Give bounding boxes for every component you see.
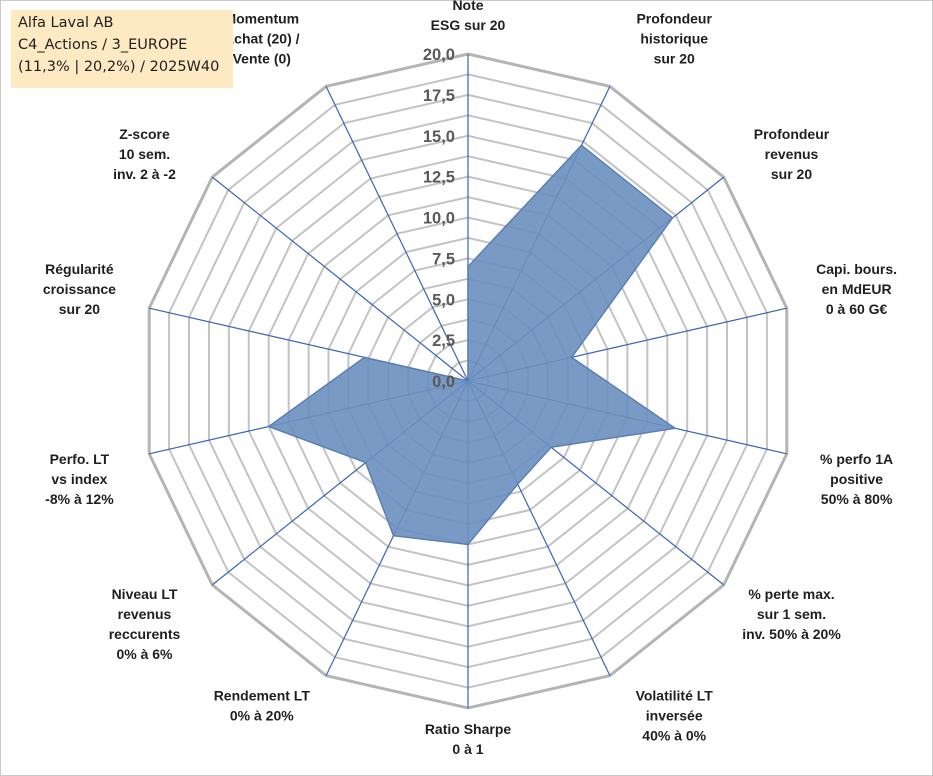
- tick-label: 17,5: [423, 87, 455, 105]
- data-point: [467, 543, 469, 546]
- tick-label: 7,5: [432, 250, 455, 268]
- radar-tick-labels: 0,0 2,5 5,0 7,5 10,0 12,5 15,0 17,5 20,0: [423, 46, 455, 391]
- axis-label: Z-score 10 sem. inv. 2 à -2: [113, 126, 176, 182]
- axis-label: Régularité croissance sur 20: [43, 261, 116, 317]
- tick-label: 12,5: [423, 169, 455, 187]
- axis-label: Perfo. LT vs index -8% à 12%: [45, 451, 114, 507]
- data-point: [364, 461, 367, 464]
- chart-title-box: Alfa Laval AB C4_Actions / 3_EUROPE (11,…: [11, 10, 233, 88]
- data-point: [671, 217, 674, 219]
- axis-label: Niveau LT revenus reccurents 0% à 6%: [109, 586, 181, 662]
- axis-label: Profondeur historique sur 20: [636, 10, 712, 66]
- axis-label: % perfo 1A positive 50% à 80%: [820, 451, 893, 507]
- axis-label: Volatilité LT inversée 40% à 0%: [636, 688, 714, 744]
- title-line-3: (11,3% | 20,2%) / 2025W40: [18, 59, 220, 75]
- data-point: [267, 425, 270, 428]
- data-point: [392, 534, 395, 537]
- tick-label: 10,0: [423, 210, 455, 228]
- radar-series: [267, 144, 678, 546]
- data-point: [516, 483, 519, 485]
- tick-label: 5,0: [432, 291, 455, 309]
- title-line-1: Alfa Laval AB: [18, 15, 114, 31]
- title-line-2: C4_Actions / 3_EUROPE: [18, 37, 188, 53]
- axis-spoke: [211, 176, 469, 382]
- tick-label: 15,0: [423, 128, 455, 146]
- axis-spoke: [325, 86, 469, 382]
- tick-label: 2,5: [432, 332, 455, 350]
- data-point: [674, 427, 676, 430]
- axis-label: Capi. bours. en MdEUR 0 à 60 G€: [816, 261, 897, 317]
- axis-label: Momentum Achat (20) / Vente (0): [224, 10, 300, 66]
- data-point: [363, 356, 366, 359]
- data-point: [467, 265, 469, 268]
- data-point: [570, 356, 573, 359]
- axis-label: Profondeur revenus sur 20: [754, 126, 830, 182]
- data-point: [550, 446, 552, 449]
- axis-label: Note ESG sur 20: [431, 0, 506, 33]
- axis-label: Rendement LT 0% à 20%: [214, 688, 311, 724]
- data-point: [467, 380, 469, 382]
- radar-axis-labels: Note ESG sur 20 Profondeur historique sur 20…: [43, 0, 897, 757]
- tick-label: 0,0: [432, 373, 455, 391]
- tick-label: 20,0: [423, 46, 455, 64]
- series-area: [267, 144, 678, 546]
- axis-label: % perte max. sur 1 sem. inv. 50% à 20%: [742, 586, 841, 642]
- data-point: [580, 144, 583, 147]
- axis-label: Ratio Sharpe 0 à 1: [425, 721, 512, 757]
